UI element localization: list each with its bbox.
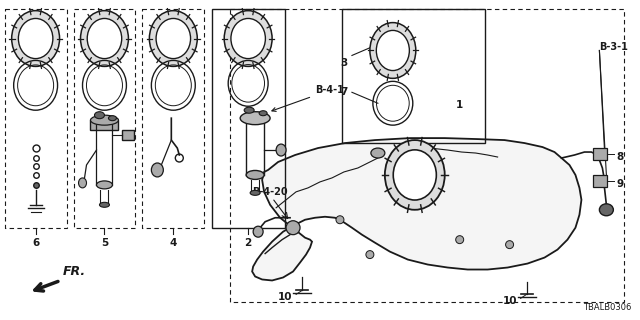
Bar (142, 9, 204, 228)
Circle shape (336, 216, 344, 224)
Text: 2: 2 (244, 238, 252, 248)
Ellipse shape (156, 19, 191, 59)
Ellipse shape (12, 11, 60, 67)
Bar (593, 175, 607, 187)
Ellipse shape (95, 112, 104, 119)
Bar (122, 130, 134, 140)
Text: 6: 6 (32, 238, 39, 248)
Text: B-4-1: B-4-1 (272, 85, 344, 111)
Text: TBALB0306: TBALB0306 (583, 303, 631, 312)
Ellipse shape (244, 107, 254, 113)
Bar (342, 9, 484, 143)
Ellipse shape (276, 144, 286, 156)
Ellipse shape (19, 19, 53, 59)
Text: 4: 4 (170, 238, 177, 248)
Ellipse shape (87, 19, 122, 59)
Ellipse shape (108, 116, 116, 121)
Ellipse shape (286, 221, 300, 235)
Ellipse shape (79, 178, 86, 188)
Text: 10: 10 (503, 296, 518, 306)
Ellipse shape (81, 11, 129, 67)
Ellipse shape (246, 171, 264, 180)
Circle shape (366, 251, 374, 259)
Polygon shape (252, 138, 581, 280)
Ellipse shape (259, 111, 267, 116)
Text: 7: 7 (340, 87, 348, 97)
Ellipse shape (370, 23, 416, 78)
Circle shape (506, 241, 513, 249)
Bar (74, 9, 136, 228)
Text: B-3-1: B-3-1 (600, 43, 628, 52)
Ellipse shape (90, 115, 118, 125)
Ellipse shape (97, 181, 113, 189)
Bar (230, 9, 625, 302)
Text: 9: 9 (616, 179, 623, 189)
Circle shape (456, 236, 464, 244)
Text: 3: 3 (340, 59, 348, 68)
Ellipse shape (600, 204, 613, 216)
Text: FR.: FR. (63, 266, 86, 278)
Ellipse shape (240, 112, 270, 125)
Ellipse shape (376, 30, 410, 70)
Text: 5: 5 (101, 238, 108, 248)
Text: 10: 10 (278, 292, 292, 302)
Ellipse shape (253, 226, 263, 237)
Ellipse shape (231, 19, 266, 59)
Ellipse shape (99, 202, 109, 207)
Bar (4, 9, 67, 228)
Text: 8: 8 (616, 152, 623, 162)
Ellipse shape (250, 190, 260, 195)
Bar (90, 120, 118, 130)
Bar (593, 148, 607, 160)
Text: B-4-20: B-4-20 (252, 187, 288, 197)
Bar (212, 9, 285, 228)
Ellipse shape (393, 150, 436, 200)
Ellipse shape (371, 148, 385, 158)
Ellipse shape (385, 140, 445, 210)
Ellipse shape (224, 11, 272, 67)
Ellipse shape (152, 163, 163, 177)
Text: 1: 1 (456, 100, 463, 110)
Ellipse shape (149, 11, 197, 67)
